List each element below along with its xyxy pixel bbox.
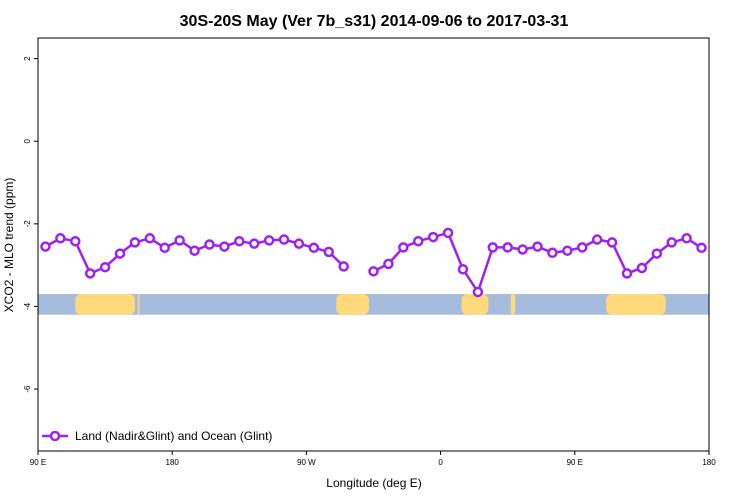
x-tick-label: 90 E xyxy=(567,458,583,467)
data-point xyxy=(606,237,618,248)
land-patch xyxy=(75,294,135,315)
data-point xyxy=(368,266,379,277)
x-tick-label: 180 xyxy=(166,458,180,467)
y-tick-label: 0 xyxy=(23,138,32,143)
y-tick-label: -6 xyxy=(23,385,32,393)
data-point xyxy=(517,244,528,255)
data-point xyxy=(412,235,424,247)
series-layer xyxy=(40,227,707,298)
y-tick-label: 2 xyxy=(23,56,32,61)
data-point xyxy=(263,235,275,246)
data-point xyxy=(636,262,648,274)
land-patch xyxy=(510,294,516,315)
data-point xyxy=(621,268,633,279)
data-point xyxy=(144,233,156,244)
x-axis: 90 E 180 90 W 0 90 E 180 xyxy=(30,451,716,467)
data-point xyxy=(383,258,394,270)
x-tick-label: 90 W xyxy=(297,458,316,467)
data-point xyxy=(114,248,126,259)
data-point xyxy=(248,238,260,249)
data-point xyxy=(219,241,230,252)
land-patch xyxy=(606,294,666,315)
data-point xyxy=(681,233,692,244)
data-point xyxy=(84,268,96,279)
x-axis-label: Longitude (deg E) xyxy=(326,476,421,490)
x-tick-label: 90 E xyxy=(30,458,46,467)
land-patch xyxy=(461,294,489,315)
data-point xyxy=(457,264,469,275)
data-point xyxy=(278,234,290,245)
data-point xyxy=(427,231,439,243)
data-point xyxy=(40,241,51,252)
data-point xyxy=(562,245,573,256)
data-point xyxy=(234,235,245,247)
x-tick-label: 180 xyxy=(702,458,716,467)
data-point xyxy=(577,242,588,253)
data-point xyxy=(696,242,707,254)
land-ocean-band xyxy=(38,294,709,315)
plot-frame xyxy=(37,37,710,452)
data-point xyxy=(472,286,484,298)
data-point xyxy=(502,242,513,253)
data-point xyxy=(666,237,677,248)
data-point xyxy=(55,233,66,244)
data-point xyxy=(651,248,663,259)
data-point xyxy=(442,227,454,239)
data-point xyxy=(293,238,305,249)
y-tick-label: -4 xyxy=(23,302,32,310)
data-point xyxy=(308,242,320,254)
ocean-band xyxy=(38,294,709,315)
land-patch xyxy=(336,294,370,315)
data-point xyxy=(204,239,215,250)
data-point xyxy=(70,235,81,247)
legend-marker xyxy=(49,430,61,442)
data-point xyxy=(323,246,335,258)
data-point xyxy=(591,234,603,245)
data-point xyxy=(338,261,349,272)
y-axis: 2 0 -2 -4 -6 xyxy=(23,56,38,393)
y-tick-label: -2 xyxy=(23,220,32,228)
data-point xyxy=(159,242,170,254)
y-axis-label: XCO2 - MLO trend (ppm) xyxy=(2,178,16,313)
chart-title: 30S-20S May (Ver 7b_s31) 2014-09-06 to 2… xyxy=(180,13,569,30)
land-patch xyxy=(137,294,140,315)
data-point xyxy=(174,235,185,246)
data-point xyxy=(532,241,543,252)
legend-label: Land (Nadir&Glint) and Ocean (Glint) xyxy=(75,429,272,443)
data-point xyxy=(487,242,499,253)
legend: Land (Nadir&Glint) and Ocean (Glint) xyxy=(42,429,272,443)
data-point xyxy=(189,245,200,256)
x-tick-label: 0 xyxy=(438,458,443,467)
data-point xyxy=(99,261,111,273)
data-point xyxy=(547,247,558,259)
data-point xyxy=(398,242,409,253)
data-point xyxy=(129,237,141,248)
